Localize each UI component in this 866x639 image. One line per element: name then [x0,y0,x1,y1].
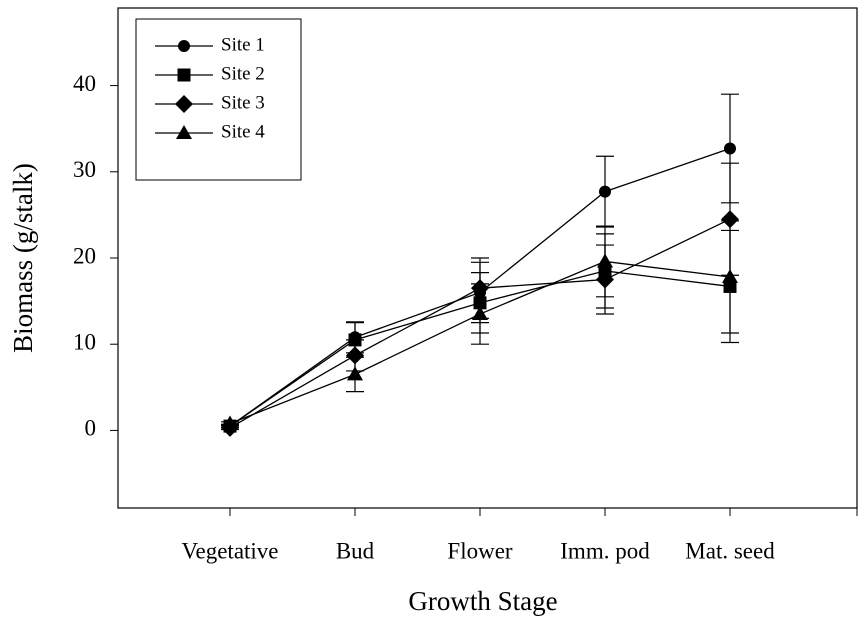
data-point [597,253,613,268]
y-tick-label: 30 [73,157,96,182]
x-tick-label: Bud [336,538,375,563]
data-point [346,346,364,365]
data-point [472,306,488,321]
legend-box [135,18,302,181]
legend-marker [178,40,190,52]
x-tick-label: Imm. pod [560,538,650,563]
y-axis-title: Biomass (g/stalk) [8,163,38,353]
legend-marker [175,95,193,113]
legend-label: Site 2 [221,63,265,84]
legend-label: Site 1 [221,34,265,55]
data-point [722,268,738,283]
data-point [347,366,363,381]
legend-marker [177,68,191,82]
legend-label: Site 3 [221,92,265,113]
x-tick-label: Flower [447,538,513,563]
y-tick-label: 40 [73,71,96,96]
x-axis-title: Growth Stage [408,586,557,616]
data-point [222,415,238,430]
y-tick-label: 10 [73,329,96,354]
y-tick-label: 20 [73,243,96,268]
legend-marker [176,125,192,139]
x-tick-label: Vegetative [181,538,278,563]
data-point [724,142,736,155]
legend-label: Site 4 [221,121,265,142]
data-point [599,185,611,198]
x-tick-label: Mat. seed [685,538,775,563]
y-tick-label: 0 [85,416,97,441]
data-point [721,210,739,229]
